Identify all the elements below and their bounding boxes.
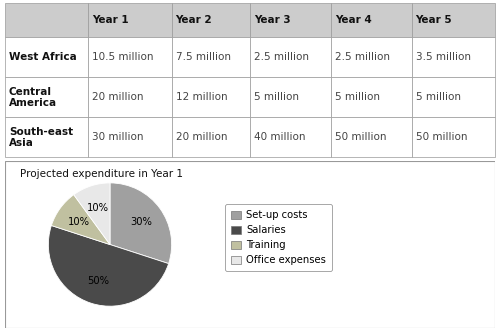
Bar [88,117,172,157]
Bar [412,37,495,77]
Bar [5,37,88,77]
Text: 12 million: 12 million [176,92,227,103]
Bar [331,77,411,117]
Text: 20 million: 20 million [176,132,227,142]
Text: 20 million: 20 million [92,92,144,103]
Text: 3.5 million: 3.5 million [416,52,470,62]
Text: Projected expenditure in Year 1: Projected expenditure in Year 1 [20,169,182,179]
Text: 50%: 50% [87,276,109,286]
Text: Year 2: Year 2 [176,15,212,25]
Bar [5,117,88,157]
Text: 10%: 10% [87,203,109,213]
Bar [172,77,250,117]
Bar [331,37,411,77]
Wedge shape [52,195,110,245]
Text: 40 million: 40 million [254,132,306,142]
Bar [5,3,88,37]
Wedge shape [74,183,110,245]
Bar [331,3,411,37]
Bar [250,37,331,77]
Wedge shape [110,183,172,264]
Text: Year 4: Year 4 [335,15,372,25]
Bar [331,117,411,157]
Text: 5 million: 5 million [254,92,299,103]
Text: 5 million: 5 million [335,92,380,103]
Bar [88,3,172,37]
Text: 5 million: 5 million [416,92,461,103]
Text: Year 1: Year 1 [92,15,129,25]
Legend: Set-up costs, Salaries, Training, Office expenses: Set-up costs, Salaries, Training, Office… [225,204,332,271]
Text: 50 million: 50 million [416,132,467,142]
Text: 10%: 10% [68,217,90,227]
Bar [250,77,331,117]
Bar [172,37,250,77]
Bar [250,117,331,157]
Text: 2.5 million: 2.5 million [335,52,390,62]
Text: 7.5 million: 7.5 million [176,52,231,62]
Bar [172,117,250,157]
Bar [412,77,495,117]
Wedge shape [48,225,168,306]
Text: 30%: 30% [130,217,152,227]
Text: 30 million: 30 million [92,132,144,142]
Bar [412,3,495,37]
Bar [5,77,88,117]
Text: Central
America: Central America [9,86,57,108]
Bar [412,117,495,157]
Text: Year 5: Year 5 [416,15,452,25]
Text: West Africa: West Africa [9,52,76,62]
Bar [250,3,331,37]
Bar [172,3,250,37]
Bar [88,37,172,77]
Text: South-east
Asia: South-east Asia [9,127,73,148]
Text: 2.5 million: 2.5 million [254,52,309,62]
Text: 50 million: 50 million [335,132,386,142]
Text: 10.5 million: 10.5 million [92,52,154,62]
Bar [88,77,172,117]
Text: Year 3: Year 3 [254,15,290,25]
